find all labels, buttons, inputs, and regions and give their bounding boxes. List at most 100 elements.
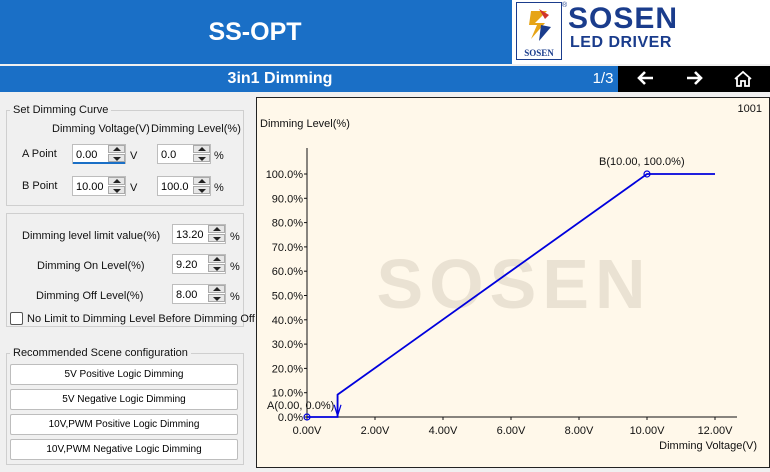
chart-y-tick-label: 60.0%	[272, 266, 303, 278]
b-voltage-input[interactable]	[76, 179, 106, 194]
spin-down-icon[interactable]	[108, 154, 125, 162]
chart-y-tick-label: 0.0%	[278, 412, 303, 424]
spin-down-icon[interactable]	[208, 294, 225, 302]
limit-value-input[interactable]	[176, 227, 206, 242]
off-level-spinner[interactable]	[208, 285, 225, 303]
chart-point-marker	[303, 413, 311, 421]
scene-5v-negative-button[interactable]: 5V Negative Logic Dimming	[10, 389, 238, 410]
off-level-unit: %	[230, 291, 240, 303]
a-point-label: A Point	[22, 148, 57, 160]
a-level-unit: %	[214, 150, 224, 162]
home-icon	[734, 70, 752, 87]
home-button[interactable]	[718, 66, 768, 92]
spin-up-icon[interactable]	[208, 255, 225, 263]
chart-y-tick-label: 20.0%	[272, 363, 303, 375]
dimming-curve-group-label: Set Dimming Curve	[10, 104, 112, 116]
spin-up-icon[interactable]	[108, 177, 125, 185]
limit-value-spinner[interactable]	[208, 225, 225, 243]
chart-y-tick-label: 10.0%	[272, 388, 303, 400]
page-title-bar: 3in1 Dimming 1/3	[0, 66, 770, 92]
chart-x-tick-label: 12.00V	[698, 425, 734, 437]
chart-x-tick-label: 0.00V	[293, 425, 322, 437]
scene-group-label: Recommended Scene configuration	[10, 347, 191, 359]
logo-mark: SOSEN	[516, 2, 562, 60]
limit-value-label: Dimming level limit value(%)	[22, 230, 161, 242]
limit-value-unit: %	[230, 231, 240, 243]
a-voltage-spinner[interactable]	[108, 145, 125, 163]
brand-name: SOSEN	[568, 2, 679, 35]
chart-point-label: A(0.00, 0.0%)	[267, 400, 334, 412]
chart-point-marker	[643, 170, 651, 178]
a-level-input[interactable]	[161, 147, 191, 162]
chart-y-axis-label: Dimming Level(%)	[260, 118, 350, 130]
chart-point-label: B(10.00, 100.0%)	[599, 156, 685, 168]
a-voltage-input[interactable]	[76, 147, 106, 162]
on-level-input[interactable]	[176, 257, 206, 272]
level-column-header: Dimming Level(%)	[151, 123, 241, 135]
chart-y-tick-label: 50.0%	[272, 291, 303, 303]
chart-id-label: 1001	[738, 103, 762, 115]
off-level-input[interactable]	[176, 287, 206, 302]
spin-up-icon[interactable]	[108, 145, 125, 153]
right-arrow-icon	[687, 71, 703, 85]
page-title: 3in1 Dimming	[227, 70, 333, 87]
chart-x-tick-label: 2.00V	[361, 425, 390, 437]
header-bar: SS-OPT SOSEN ® SOSEN LED DRIVER	[0, 0, 770, 64]
spin-down-icon[interactable]	[108, 186, 125, 194]
on-level-unit: %	[230, 261, 240, 273]
on-level-label: Dimming On Level(%)	[37, 260, 145, 272]
b-voltage-spinner[interactable]	[108, 177, 125, 195]
chart-x-axis-label: Dimming Voltage(V)	[659, 440, 757, 452]
a-voltage-unit: V	[130, 150, 138, 162]
spin-down-icon[interactable]	[193, 154, 210, 162]
page-indicator: 1/3	[592, 70, 614, 87]
nav-controls	[618, 66, 770, 92]
brand-subtitle: LED DRIVER	[570, 34, 672, 51]
spin-up-icon[interactable]	[208, 225, 225, 233]
spin-up-icon[interactable]	[208, 285, 225, 293]
b-level-input[interactable]	[161, 179, 191, 194]
dimming-curve-chart: SOSEN 1001 Dimming Level(%) Dimming Voltage…	[256, 97, 770, 468]
chart-step-arrow	[337, 404, 342, 416]
b-voltage-unit: V	[130, 182, 138, 194]
b-level-unit: %	[214, 182, 224, 194]
scene-10v-pwm-negative-button[interactable]: 10V,PWM Negative Logic Dimming	[10, 439, 238, 460]
brand-registered-mark: ®	[562, 2, 568, 9]
brand-logo: SOSEN ® SOSEN LED DRIVER	[512, 0, 770, 64]
spin-down-icon[interactable]	[208, 234, 225, 242]
app-title: SS-OPT	[208, 18, 302, 46]
b-level-spinner[interactable]	[193, 177, 210, 195]
left-arrow-icon	[637, 71, 653, 85]
logo-mark-text: SOSEN	[524, 48, 554, 58]
voltage-column-header: Dimming Voltage(V)	[52, 123, 150, 135]
chart-y-tick-label: 80.0%	[272, 218, 303, 230]
chart-x-tick-label: 8.00V	[565, 425, 594, 437]
chart-y-tick-label: 100.0%	[266, 169, 304, 181]
off-level-label: Dimming Off Level(%)	[36, 290, 144, 302]
spin-up-icon[interactable]	[193, 145, 210, 153]
no-limit-label: No Limit to Dimming Level Before Dimming…	[27, 313, 255, 325]
spin-down-icon[interactable]	[193, 186, 210, 194]
no-limit-checkbox[interactable]	[10, 312, 23, 325]
spin-up-icon[interactable]	[193, 177, 210, 185]
a-level-spinner[interactable]	[193, 145, 210, 163]
chart-x-tick-label: 10.00V	[630, 425, 666, 437]
chart-watermark: SOSEN	[376, 245, 651, 323]
chart-canvas: SOSEN 1001 Dimming Level(%) Dimming Voltage…	[260, 103, 762, 452]
chart-y-tick-label: 30.0%	[272, 339, 303, 351]
b-point-label: B Point	[22, 180, 58, 192]
spin-down-icon[interactable]	[208, 264, 225, 272]
chart-y-tick-label: 40.0%	[272, 315, 303, 327]
chart-x-tick-label: 6.00V	[497, 425, 526, 437]
on-level-spinner[interactable]	[208, 255, 225, 273]
next-page-button[interactable]	[670, 66, 720, 92]
chart-step-arrow	[333, 404, 339, 416]
chart-y-tick-label: 90.0%	[272, 193, 303, 205]
chart-y-tick-label: 70.0%	[272, 242, 303, 254]
logo-symbol-icon	[529, 9, 551, 41]
scene-5v-positive-button[interactable]: 5V Positive Logic Dimming	[10, 364, 238, 385]
chart-x-tick-label: 4.00V	[429, 425, 458, 437]
scene-10v-pwm-positive-button[interactable]: 10V,PWM Positive Logic Dimming	[10, 414, 238, 435]
prev-page-button[interactable]	[620, 66, 670, 92]
